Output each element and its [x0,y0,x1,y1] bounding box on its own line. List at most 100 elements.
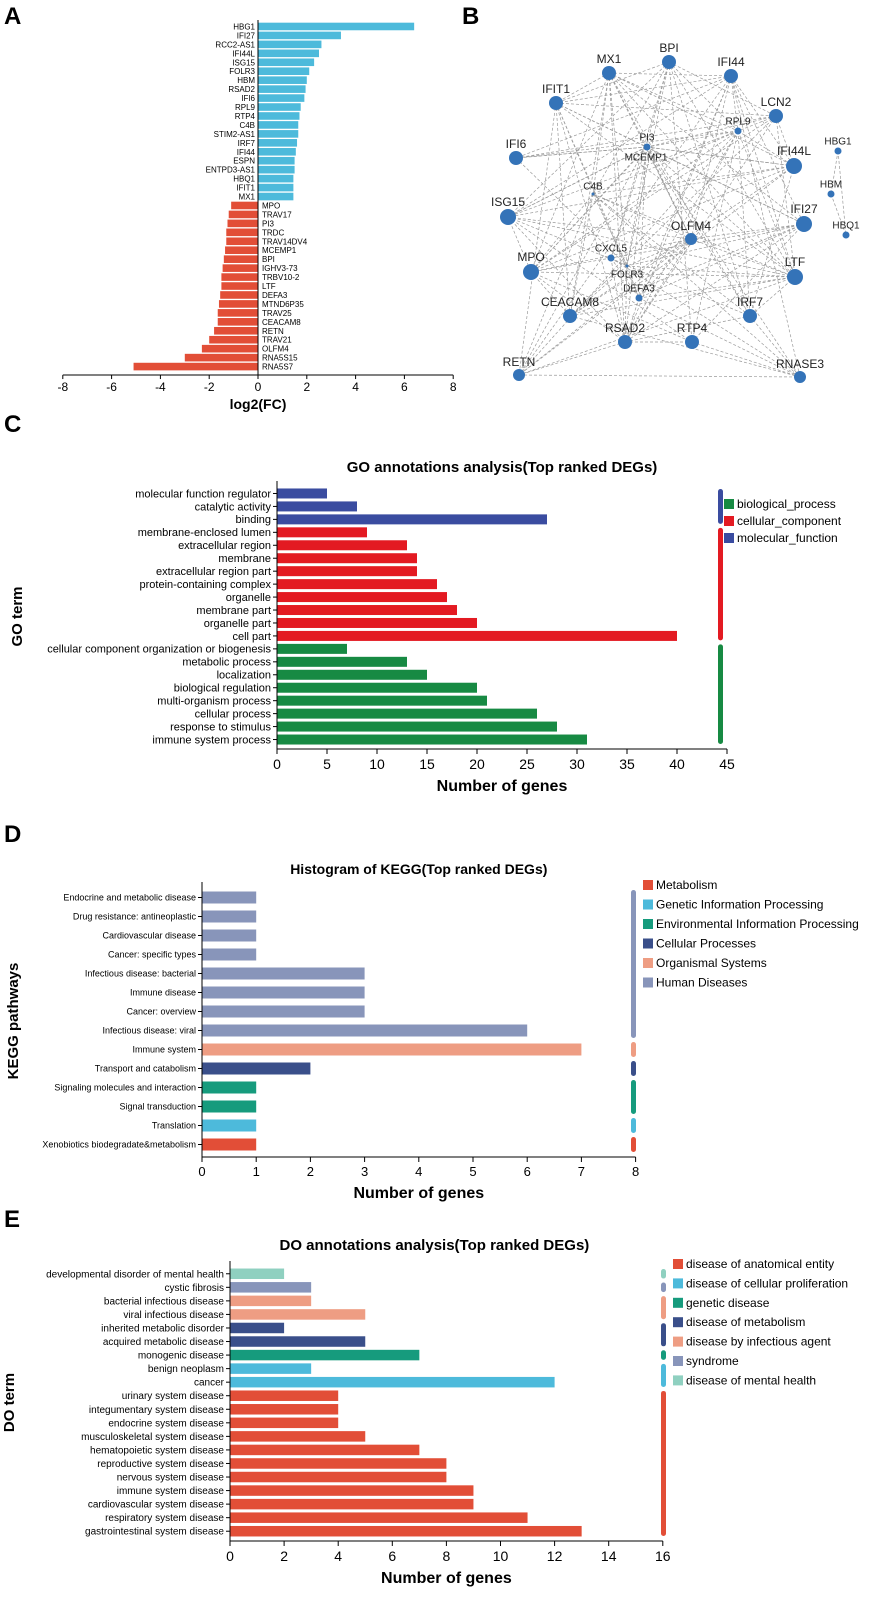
logfc-bar [184,353,258,362]
category-bar [202,1043,582,1056]
x-tick-label: 20 [469,756,485,772]
network-edge [530,271,796,278]
network-edge [515,157,628,267]
network-edge [638,130,739,299]
logfc-bar [221,273,258,281]
node-label: DEFA3 [623,284,655,295]
group-indicator-bar [631,890,636,1038]
network-edge [518,374,801,378]
category-bar [277,643,347,654]
category-label: Cancer: specific types [108,950,197,960]
group-indicator-bar [661,1323,666,1347]
network-edge [507,216,692,240]
network-edge [837,150,847,236]
category-label: molecular function regulator [135,488,271,500]
network-node [685,335,699,349]
network-edge [626,223,805,267]
panel-label-d: D [4,821,21,848]
x-tick-label: -4 [155,380,166,394]
category-bar [202,910,257,923]
node-label: FOLR3 [611,270,644,281]
logfc-bar [226,228,258,237]
network-edge [515,75,732,159]
legend-swatch [724,516,734,526]
network-edge [737,130,795,167]
category-bar [230,1363,312,1374]
category-bar [277,514,547,525]
group-indicator-bar [661,1390,666,1536]
category-label: Immune disease [130,988,196,998]
network-edge [592,193,801,378]
legend-swatch [673,1278,683,1289]
network-edge [518,238,692,376]
category-label: Cardiovascular disease [102,931,196,941]
legend-label: Organismal Systems [656,956,767,970]
node-label: LCN2 [761,95,792,109]
logfc-bar [231,201,258,210]
gene-label: FOLR3 [229,67,255,76]
category-label: Cancer: overview [126,1007,196,1017]
network-edge [638,238,692,299]
category-label: benign neoplasm [148,1364,224,1375]
legend-swatch [673,1297,683,1308]
network-edge [555,72,610,104]
x-tick-label: 2 [303,380,310,394]
network-node [635,294,643,302]
logfc-bar [222,264,258,272]
logfc-bar [258,22,415,31]
category-label: endocrine system disease [108,1418,224,1429]
network-edge [645,146,751,317]
category-label: Infectious disease: bacterial [85,969,196,979]
gene-label: IGHV3-73 [262,264,298,273]
category-bar [277,566,417,577]
legend-swatch [724,533,734,543]
category-bar [277,579,437,590]
logfc-bar [258,130,299,138]
x-tick-label: 3 [361,1164,368,1179]
node-label: BPI [659,41,678,55]
network-node [643,143,651,151]
network-edge [730,75,739,132]
network-edge [730,75,795,167]
category-label: Signal transduction [119,1102,196,1112]
category-label: bacterial infectious disease [104,1296,225,1307]
network-edge [530,193,594,273]
network-node [827,190,835,198]
x-tick-label: 10 [493,1548,509,1564]
legend-label: molecular_function [737,531,838,545]
gene-label: TRAV25 [262,309,292,318]
panel-label-b: B [462,3,479,30]
network-edge [730,75,801,378]
network-edge [530,257,612,273]
network-node [509,151,523,165]
network-edge [749,315,801,378]
network-node [662,55,676,69]
category-bar [230,1512,528,1523]
logfc-bar [209,335,258,344]
node-label: C4B [583,182,603,193]
network-node [549,96,563,110]
category-bar [230,1525,582,1537]
category-bar [277,669,427,680]
legend-label: genetic disease [686,1296,770,1310]
group-indicator-bar [631,1080,636,1114]
x-tick-label: 40 [669,756,685,772]
gene-label: STIM2-AS1 [214,130,256,139]
node-label: ISG15 [491,195,525,209]
network-edge [608,72,795,167]
logfc-bar [258,147,296,156]
category-label: acquired metabolic disease [103,1337,225,1348]
network-node [834,147,842,155]
network-edge [569,238,692,317]
network-edge [592,193,692,240]
logfc-bar [258,94,305,102]
network-edge [530,271,626,343]
x-tick-label: 4 [415,1164,422,1179]
network-edge [555,102,571,317]
group-indicator-bar [718,527,723,641]
logfc-bar [227,219,258,228]
logfc-bar [258,40,322,49]
category-bar [277,501,357,512]
network-edge [626,265,796,278]
